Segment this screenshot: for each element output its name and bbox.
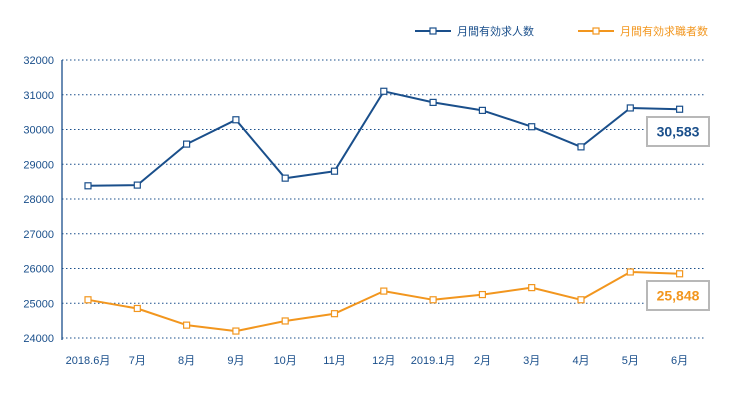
x-tick-label: 2月 xyxy=(474,355,491,367)
x-tick-label: 8月 xyxy=(178,355,195,367)
x-tick-label: 2019.1月 xyxy=(411,355,456,367)
data-point xyxy=(479,107,485,113)
data-point xyxy=(184,322,190,328)
legend: 月間有効求人数 月間有効求職者数 xyxy=(415,24,708,38)
x-axis: 2018.6月 7月 8月 9月 10月 11月 12月 2019.1月 2月 3月 4月 5月 6月 xyxy=(66,355,688,367)
data-point xyxy=(381,288,387,294)
data-point xyxy=(282,318,288,324)
callout-value: 30,583 xyxy=(657,124,700,140)
line-chart: 32000 31000 30000 29000 28000 27000 26000 25000… xyxy=(0,0,740,400)
data-point xyxy=(85,297,91,303)
end-value-callouts: 30,583 25,848 xyxy=(647,117,709,310)
y-tick-label: 29000 xyxy=(23,159,54,171)
data-point xyxy=(677,271,683,277)
callout-0: 30,583 xyxy=(647,117,709,146)
data-point xyxy=(677,106,683,112)
data-point xyxy=(430,99,436,105)
data-point xyxy=(627,105,633,111)
y-tick-label: 31000 xyxy=(23,90,54,102)
data-point xyxy=(529,124,535,130)
legend-label: 月間有効求職者数 xyxy=(620,24,708,38)
y-tick-label: 26000 xyxy=(23,264,54,276)
data-point xyxy=(578,144,584,150)
x-tick-label: 2018.6月 xyxy=(66,355,111,367)
data-point xyxy=(85,183,91,189)
x-tick-label: 10月 xyxy=(274,355,297,367)
data-point xyxy=(332,168,338,174)
x-tick-label: 3月 xyxy=(523,355,540,367)
legend-label: 月間有効求人数 xyxy=(457,24,534,38)
callout-1: 25,848 xyxy=(647,281,709,310)
y-tick-label: 28000 xyxy=(23,194,54,206)
x-tick-label: 11月 xyxy=(323,355,345,367)
series-line-0 xyxy=(88,91,680,186)
legend-swatch-marker xyxy=(593,28,599,34)
x-tick-label: 6月 xyxy=(671,355,688,367)
data-point xyxy=(332,311,338,317)
legend-item-1: 月間有効求職者数 xyxy=(578,24,708,38)
series-line-1 xyxy=(88,272,680,331)
data-point xyxy=(233,117,239,123)
callout-value: 25,848 xyxy=(657,288,700,304)
data-point xyxy=(430,297,436,303)
x-tick-label: 5月 xyxy=(622,355,639,367)
legend-swatch-marker xyxy=(430,28,436,34)
data-point xyxy=(529,285,535,291)
y-tick-label: 27000 xyxy=(23,229,54,241)
data-point xyxy=(479,292,485,298)
data-point xyxy=(578,297,584,303)
x-tick-label: 4月 xyxy=(572,355,589,367)
x-tick-label: 9月 xyxy=(227,355,244,367)
y-axis: 32000 31000 30000 29000 28000 27000 26000 25000… xyxy=(23,55,62,345)
y-tick-label: 25000 xyxy=(23,298,54,310)
legend-item-0: 月間有効求人数 xyxy=(415,24,534,38)
data-point xyxy=(184,141,190,147)
data-point xyxy=(627,269,633,275)
series-layer xyxy=(85,88,683,334)
y-tick-label: 24000 xyxy=(23,333,54,345)
x-tick-label: 12月 xyxy=(372,355,395,367)
y-tick-label: 32000 xyxy=(23,55,54,67)
data-point xyxy=(282,175,288,181)
data-point xyxy=(233,328,239,334)
data-point xyxy=(134,182,140,188)
y-tick-label: 30000 xyxy=(23,125,54,137)
data-point xyxy=(381,88,387,94)
x-tick-label: 7月 xyxy=(129,355,146,367)
grid-lines xyxy=(62,60,706,338)
data-point xyxy=(134,305,140,311)
